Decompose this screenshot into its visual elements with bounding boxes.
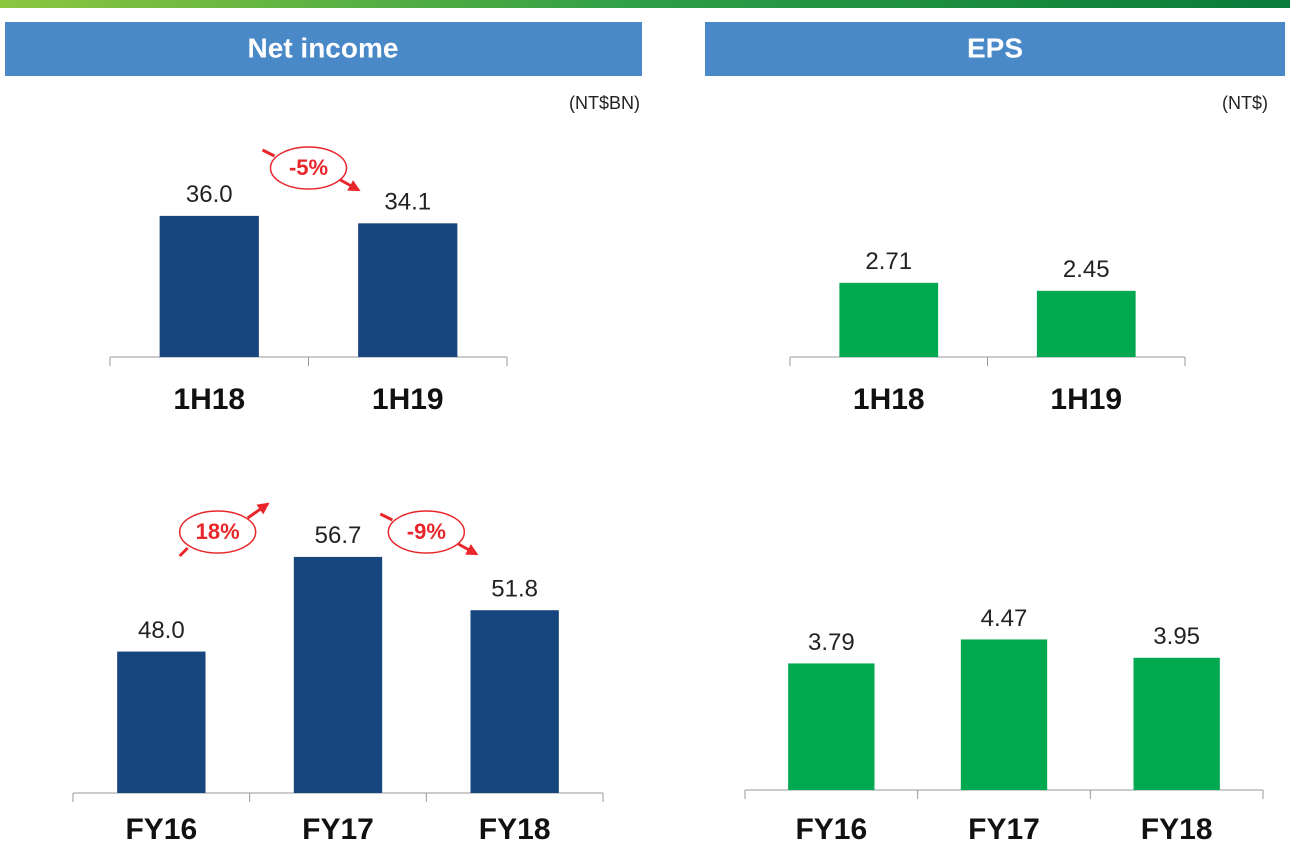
annotation-text: 18% — [196, 519, 240, 544]
category-label: FY17 — [302, 813, 374, 846]
value-label: 3.95 — [1153, 623, 1200, 650]
category-label: 1H19 — [1050, 383, 1122, 416]
annotation-text: -5% — [289, 155, 328, 180]
annotation-arrow — [246, 502, 270, 520]
annotation-oval — [178, 510, 257, 554]
value-label: 2.71 — [865, 248, 912, 275]
annotation-arrow — [457, 542, 479, 556]
value-label: 2.45 — [1063, 256, 1110, 283]
value-label: 56.7 — [315, 522, 362, 549]
bar — [159, 215, 259, 357]
annotation-tail — [178, 546, 189, 558]
bar — [788, 663, 875, 790]
bar — [1036, 290, 1136, 357]
bar — [1133, 657, 1220, 790]
annotation-tail — [379, 512, 394, 522]
bar — [293, 556, 383, 793]
value-label: 51.8 — [491, 576, 538, 603]
top-bar — [0, 0, 1290, 8]
category-label: 1H18 — [853, 383, 925, 416]
annotation-arrow — [339, 178, 361, 192]
category-label: FY18 — [1141, 813, 1213, 846]
value-label: 48.0 — [138, 617, 185, 644]
bar — [839, 282, 939, 357]
category-label: FY18 — [479, 813, 551, 846]
unit-label: (NT$BN) — [569, 93, 640, 113]
annotation-tail — [261, 148, 276, 158]
bar — [960, 639, 1048, 790]
annotation-oval — [269, 146, 348, 190]
panel-title: Net income — [248, 32, 399, 63]
category-label: 1H19 — [372, 383, 444, 416]
annotation-oval — [387, 510, 466, 554]
value-label: 4.47 — [981, 605, 1028, 632]
header-box — [705, 22, 1285, 76]
annotation-text: -9% — [407, 519, 446, 544]
bar — [117, 651, 206, 793]
header-box — [5, 22, 642, 76]
category-label: FY16 — [125, 813, 197, 846]
panel-title: EPS — [967, 32, 1023, 63]
category-label: 1H18 — [173, 383, 245, 416]
value-label: 3.79 — [808, 629, 855, 656]
value-label: 34.1 — [384, 189, 431, 216]
bar — [358, 223, 458, 357]
category-label: FY17 — [968, 813, 1040, 846]
bar — [470, 610, 559, 793]
unit-label: (NT$) — [1222, 93, 1268, 113]
value-label: 36.0 — [186, 181, 233, 208]
category-label: FY16 — [795, 813, 867, 846]
